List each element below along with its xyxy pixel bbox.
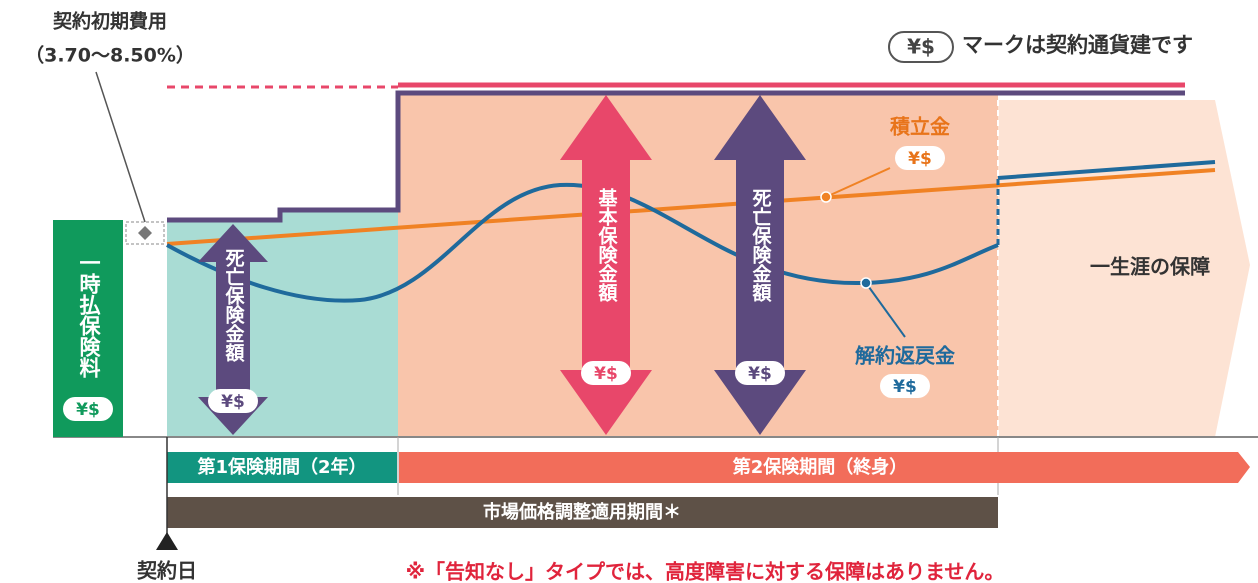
premium-label: 一時払保険料 [77,252,102,379]
leader [95,71,146,223]
legend-mark: ¥$ [907,35,935,59]
initial-cost-range: （3.70〜8.50%） [25,44,195,67]
badge [208,389,258,413]
death-benefit-label-1: 死亡保険金額 [223,248,246,363]
death-benefit-arrow-1 [198,224,268,435]
basic-sum-arrow [560,95,652,435]
badge [63,397,113,421]
surrender-curve-later [997,160,1216,180]
contract-date-label: 契約日 [137,559,197,583]
reserve-label: 積立金 [890,115,950,139]
period2-label: 第2保険期間（終身） [733,456,908,478]
initial-cost-icon [138,226,152,240]
surrender-curve [166,182,999,303]
period2-bar [399,452,1250,483]
death-benefit-line [167,90,1185,223]
badge [581,361,631,385]
death-benefit-label-2: 死亡保険金額 [750,188,773,303]
leader [825,167,891,198]
reserve-dot [820,191,832,203]
mva-bar [167,497,998,528]
currency-mark: ¥$ [908,149,932,169]
badge [895,146,945,170]
currency-mark: ¥$ [748,364,772,384]
death-benefit-arrow-2 [714,95,806,435]
legend-text: マークは契約通貨建です [962,33,1193,57]
currency-mark: ¥$ [76,400,100,420]
currency-mark: ¥$ [893,377,917,397]
reserve-line [166,168,1216,246]
badge [880,374,930,398]
currency-mark: ¥$ [594,364,618,384]
surrender-dot [860,277,872,289]
mva-label: 市場価格調整適用期間＊ [483,501,681,523]
contract-marker [156,532,178,550]
currency-mark: ¥$ [221,392,245,412]
legend-badge [888,31,954,63]
lifetime-area [998,100,1250,437]
leader [865,282,906,338]
note: ※「告知なし」タイプでは、高度障害に対する保障はありません。 [406,560,1005,583]
surrender-label: 解約返戻金 [854,344,955,368]
basic-sum-label: 基本保険金額 [596,187,619,303]
period1-area [167,210,398,437]
lifetime-label: 一生涯の保障 [1090,255,1210,279]
period1-label: 第1保険期間（2年） [197,456,366,478]
badge [735,361,785,385]
period1-bar [167,452,397,483]
initial-cost-label: 契約初期費用 [53,10,167,33]
